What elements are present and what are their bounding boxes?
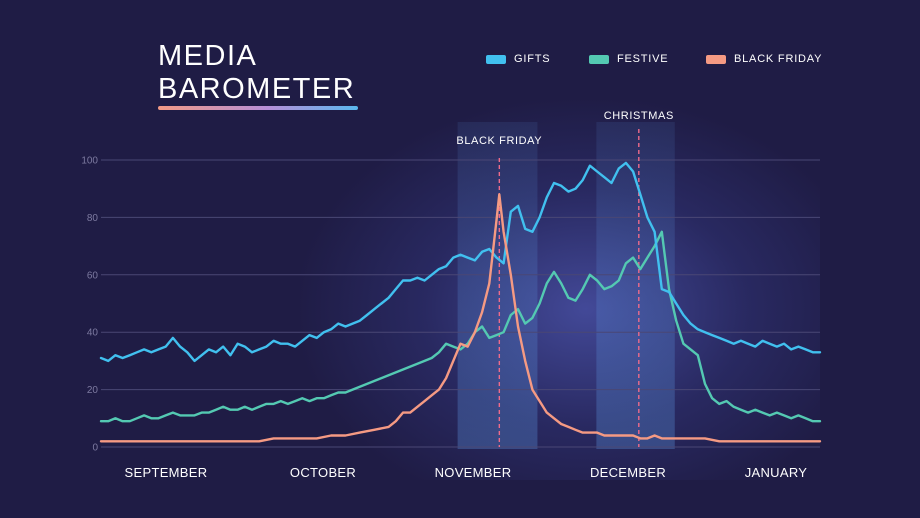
highlight-band-1 (596, 122, 675, 449)
highlight-bands (457, 122, 675, 449)
series-lines (99, 161, 822, 443)
chart-title: MEDIA BAROMETER (158, 40, 355, 106)
y-axis: 0 20 40 60 80 100 (81, 156, 98, 454)
annotation-labels: BLACK FRIDAY CHRISTMAS (456, 110, 674, 147)
y-tick-label-20: 20 (87, 385, 99, 396)
legend-item-black-friday: BLACK FRIDAY (706, 53, 822, 65)
legend-swatch-festive (589, 54, 609, 64)
title-underline (158, 106, 358, 110)
highlight-band-0 (457, 122, 538, 449)
series-line-festive (99, 230, 822, 423)
title-line-1: MEDIA (158, 40, 258, 72)
legend-item-gifts: GIFTS (486, 53, 550, 65)
x-tick-label-december: DECEMBER (590, 465, 666, 480)
y-tick-label-0: 0 (92, 443, 98, 454)
series-line-gifts (99, 161, 822, 363)
y-tick-label-40: 40 (87, 328, 99, 339)
legend-label-gifts: GIFTS (514, 53, 551, 65)
series-line-black-friday (99, 193, 822, 443)
x-tick-label-january: JANUARY (745, 465, 808, 480)
annotation-lines (498, 129, 640, 447)
annotation-label-0: BLACK FRIDAY (456, 135, 542, 147)
title-line-2: BAROMETER (158, 73, 356, 105)
legend-swatch-black-friday (706, 54, 726, 64)
x-axis: SEPTEMBER OCTOBER NOVEMBER DECEMBER JANUARY (125, 465, 808, 480)
y-tick-label-80: 80 (87, 213, 99, 224)
legend-item-festive: FESTIVE (589, 53, 668, 65)
y-tick-label-100: 100 (81, 156, 98, 167)
annotation-label-1: CHRISTMAS (604, 110, 674, 122)
legend-label-black-friday: BLACK FRIDAY (734, 53, 823, 65)
legend-label-festive: FESTIVE (617, 53, 669, 65)
y-tick-label-60: 60 (87, 270, 99, 281)
legend-swatch-gifts (486, 54, 506, 64)
x-tick-label-november: NOVEMBER (435, 465, 512, 480)
x-tick-label-october: OCTOBER (290, 465, 356, 480)
gridlines (101, 159, 820, 448)
x-tick-label-september: SEPTEMBER (125, 465, 208, 480)
